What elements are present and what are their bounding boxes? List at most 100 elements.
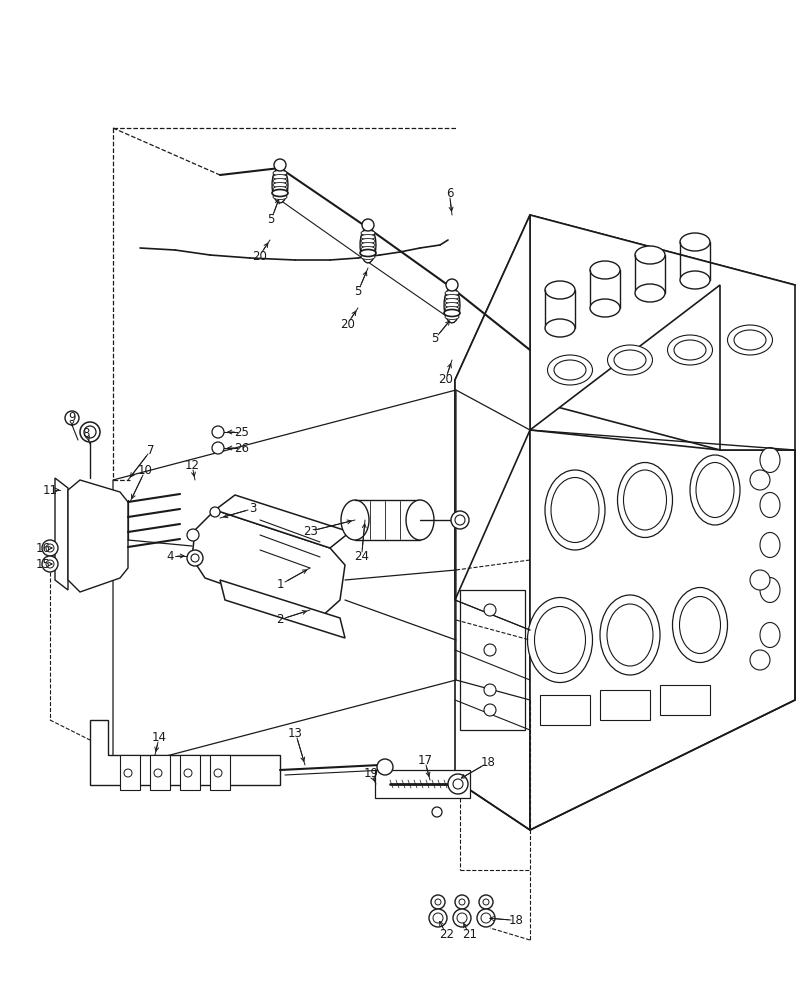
Polygon shape: [192, 510, 344, 618]
Circle shape: [447, 774, 467, 794]
Ellipse shape: [599, 595, 659, 675]
Circle shape: [191, 554, 199, 562]
Circle shape: [210, 507, 220, 517]
Circle shape: [483, 899, 488, 905]
Polygon shape: [180, 755, 200, 790]
Ellipse shape: [606, 604, 652, 666]
Bar: [599, 690, 649, 720]
Ellipse shape: [361, 238, 374, 243]
Text: 10: 10: [137, 464, 153, 477]
Ellipse shape: [550, 478, 598, 542]
Bar: [659, 685, 709, 715]
Polygon shape: [210, 755, 230, 790]
Ellipse shape: [727, 325, 772, 355]
Ellipse shape: [679, 596, 719, 654]
Ellipse shape: [679, 233, 709, 251]
Ellipse shape: [759, 578, 779, 602]
Ellipse shape: [361, 254, 374, 259]
Polygon shape: [454, 215, 529, 600]
Ellipse shape: [273, 174, 287, 180]
Ellipse shape: [607, 345, 652, 375]
Circle shape: [361, 219, 373, 231]
Text: 9: 9: [68, 411, 75, 424]
Circle shape: [212, 426, 224, 438]
Text: 3: 3: [249, 502, 256, 515]
Polygon shape: [214, 495, 349, 548]
Text: 8: 8: [83, 427, 90, 440]
Ellipse shape: [534, 606, 585, 674]
Polygon shape: [529, 430, 794, 830]
Ellipse shape: [273, 170, 287, 176]
Text: 20: 20: [251, 250, 267, 263]
Text: 11: 11: [43, 484, 58, 496]
Ellipse shape: [544, 281, 574, 299]
Ellipse shape: [544, 319, 574, 337]
Ellipse shape: [444, 298, 459, 304]
Ellipse shape: [617, 462, 671, 538]
Ellipse shape: [273, 178, 287, 184]
Polygon shape: [68, 480, 128, 592]
Polygon shape: [90, 720, 279, 785]
Circle shape: [184, 769, 192, 777]
Ellipse shape: [759, 448, 779, 473]
Text: 17: 17: [417, 754, 432, 767]
Polygon shape: [443, 287, 459, 323]
Circle shape: [452, 909, 471, 927]
Polygon shape: [362, 232, 373, 258]
Ellipse shape: [544, 470, 604, 550]
Circle shape: [65, 411, 79, 425]
Text: 1: 1: [276, 578, 284, 591]
Circle shape: [450, 511, 468, 529]
Text: 19: 19: [363, 767, 377, 780]
Text: 5: 5: [354, 285, 361, 298]
Text: 22: 22: [438, 928, 453, 941]
Text: 20: 20: [438, 373, 452, 386]
Ellipse shape: [527, 597, 592, 682]
Polygon shape: [459, 590, 524, 730]
Circle shape: [80, 422, 100, 442]
Circle shape: [446, 279, 458, 291]
Ellipse shape: [679, 271, 709, 289]
Circle shape: [476, 909, 495, 927]
Circle shape: [46, 560, 54, 568]
Polygon shape: [55, 478, 68, 590]
Text: 15: 15: [35, 558, 51, 570]
Circle shape: [480, 913, 491, 923]
Circle shape: [459, 899, 464, 905]
Ellipse shape: [271, 190, 287, 196]
Text: 12: 12: [185, 459, 199, 472]
Polygon shape: [529, 215, 794, 450]
Circle shape: [431, 807, 442, 817]
Circle shape: [46, 544, 54, 552]
Circle shape: [377, 759, 393, 775]
Polygon shape: [120, 755, 140, 790]
Circle shape: [187, 529, 199, 541]
Circle shape: [452, 779, 463, 789]
Circle shape: [454, 895, 468, 909]
Polygon shape: [220, 580, 344, 638]
Ellipse shape: [444, 302, 459, 308]
Ellipse shape: [444, 310, 459, 316]
Ellipse shape: [759, 622, 779, 648]
Text: 21: 21: [461, 928, 476, 941]
Circle shape: [214, 769, 222, 777]
Circle shape: [42, 556, 58, 572]
Ellipse shape: [733, 330, 765, 350]
Ellipse shape: [634, 246, 664, 264]
Circle shape: [483, 604, 495, 616]
Text: 25: 25: [234, 426, 249, 438]
Ellipse shape: [444, 294, 459, 300]
Ellipse shape: [671, 587, 727, 662]
Circle shape: [749, 470, 769, 490]
Ellipse shape: [361, 234, 374, 239]
Ellipse shape: [444, 290, 459, 296]
Text: 20: 20: [340, 318, 354, 331]
Text: 7: 7: [147, 444, 155, 457]
Circle shape: [212, 442, 224, 454]
Bar: [374, 770, 470, 798]
Text: 5: 5: [267, 213, 275, 226]
Circle shape: [124, 769, 132, 777]
Ellipse shape: [340, 500, 369, 540]
Ellipse shape: [361, 242, 374, 247]
Text: 13: 13: [287, 727, 303, 740]
